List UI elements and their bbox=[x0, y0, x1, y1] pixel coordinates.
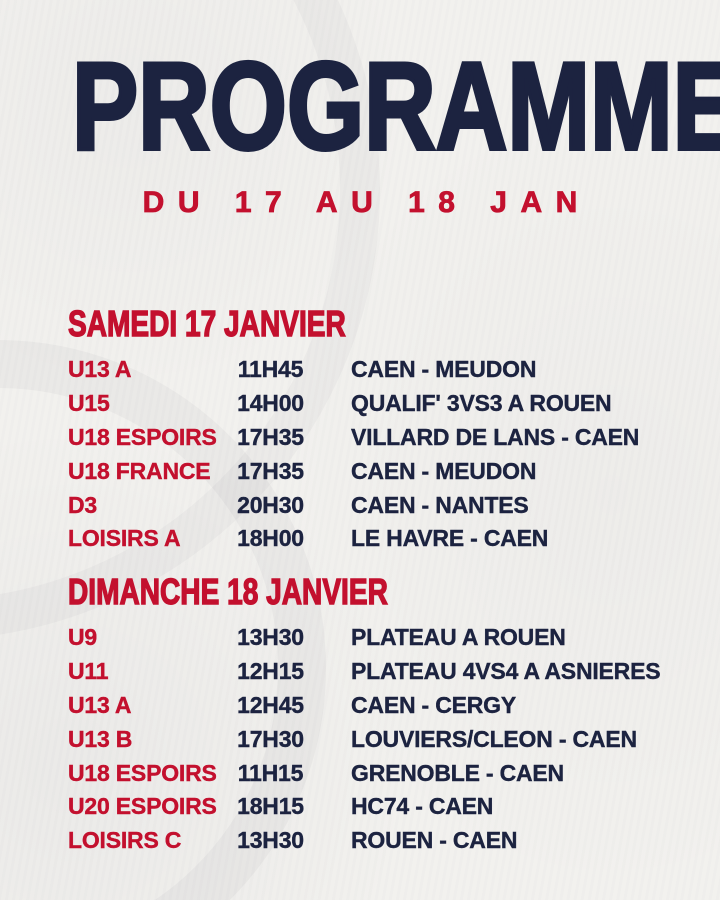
match-label: HC74 - CAEN bbox=[351, 793, 494, 820]
section-heading-dimanche: DIMANCHE 18 JANVIER bbox=[67, 571, 388, 612]
match-label: PLATEAU 4VS4 A ASNIERES bbox=[351, 658, 661, 685]
schedule-row: U15 14H00 QUALIF' 3VS3 A ROUEN bbox=[68, 387, 668, 421]
time-label: 20H30 bbox=[237, 491, 304, 518]
schedule-rows: U13 A 11H45 CAEN - MEUDON U15 14H00 QUAL… bbox=[68, 353, 668, 556]
schedule-row: U18 ESPOIRS 17H35 VILLARD DE LANS - CAEN bbox=[68, 421, 668, 455]
time-label: 13H30 bbox=[237, 827, 304, 854]
schedule-row: U13 A 12H45 CAEN - CERGY bbox=[68, 689, 668, 723]
schedule-row: U20 ESPOIRS 18H15 HC74 - CAEN bbox=[68, 790, 668, 824]
team-label: U13 A bbox=[68, 356, 132, 383]
match-label: ROUEN - CAEN bbox=[351, 827, 518, 854]
team-label: U20 ESPOIRS bbox=[68, 793, 217, 820]
team-label: U18 ESPOIRS bbox=[68, 423, 217, 450]
time-label: 14H00 bbox=[237, 390, 304, 417]
time-label: 18H15 bbox=[237, 793, 304, 820]
poster-subtitle: DU 17 AU 18 JAN bbox=[142, 186, 591, 220]
team-label: LOISIRS C bbox=[68, 827, 182, 854]
time-label: 12H15 bbox=[237, 658, 304, 685]
match-label: CAEN - CERGY bbox=[351, 691, 517, 718]
team-label: U15 bbox=[68, 390, 110, 417]
match-label: GRENOBLE - CAEN bbox=[351, 759, 565, 786]
schedule-row: LOISIRS C 13H30 ROUEN - CAEN bbox=[68, 824, 668, 858]
schedule-row: U9 13H30 PLATEAU A ROUEN bbox=[68, 621, 668, 655]
team-label: LOISIRS A bbox=[68, 525, 181, 552]
team-label: U18 FRANCE bbox=[68, 457, 211, 484]
section-dimanche: DIMANCHE 18 JANVIER U9 13H30 PLATEAU A R… bbox=[67, 571, 668, 858]
match-label: PLATEAU A ROUEN bbox=[351, 624, 566, 651]
team-label: U11 bbox=[68, 658, 109, 685]
time-label: 17H35 bbox=[237, 423, 304, 450]
section-heading-samedi: SAMEDI 17 JANVIER bbox=[67, 303, 346, 344]
team-label: U9 bbox=[68, 624, 98, 651]
schedule-row: U18 FRANCE 17H35 CAEN - MEUDON bbox=[68, 454, 668, 488]
match-label: QUALIF' 3VS3 A ROUEN bbox=[351, 390, 612, 417]
schedule-row: U13 B 17H30 LOUVIERS/CLEON - CAEN bbox=[68, 722, 668, 756]
poster-title: PROGRAMME bbox=[70, 38, 720, 176]
schedule-row: U18 ESPOIRS 11H15 GRENOBLE - CAEN bbox=[68, 756, 668, 790]
match-label: VILLARD DE LANS - CAEN bbox=[351, 423, 640, 450]
match-label: CAEN - NANTES bbox=[351, 491, 529, 518]
match-label: LE HAVRE - CAEN bbox=[351, 525, 549, 552]
team-label: U13 A bbox=[68, 691, 132, 718]
match-label: CAEN - MEUDON bbox=[351, 356, 537, 383]
time-label: 11H45 bbox=[237, 356, 304, 383]
team-label: U18 ESPOIRS bbox=[68, 759, 217, 786]
match-label: CAEN - MEUDON bbox=[351, 457, 537, 484]
schedule-row: D3 20H30 CAEN - NANTES bbox=[68, 488, 668, 522]
time-label: 12H45 bbox=[237, 691, 304, 718]
schedule-row: U11 12H15 PLATEAU 4VS4 A ASNIERES bbox=[68, 655, 668, 689]
time-label: 17H35 bbox=[237, 457, 304, 484]
team-label: U13 B bbox=[68, 725, 133, 752]
match-label: LOUVIERS/CLEON - CAEN bbox=[351, 725, 637, 752]
team-label: D3 bbox=[68, 491, 98, 518]
schedule-rows: U9 13H30 PLATEAU A ROUEN U11 12H15 PLATE… bbox=[68, 621, 668, 858]
schedule-row: LOISIRS A 18H00 LE HAVRE - CAEN bbox=[68, 522, 668, 556]
schedule-row: U13 A 11H45 CAEN - MEUDON bbox=[68, 353, 668, 387]
time-label: 17H30 bbox=[237, 725, 304, 752]
time-label: 11H15 bbox=[237, 759, 304, 786]
time-label: 18H00 bbox=[237, 525, 304, 552]
section-samedi: SAMEDI 17 JANVIER U13 A 11H45 CAEN - MEU… bbox=[67, 303, 668, 556]
time-label: 13H30 bbox=[237, 624, 304, 651]
